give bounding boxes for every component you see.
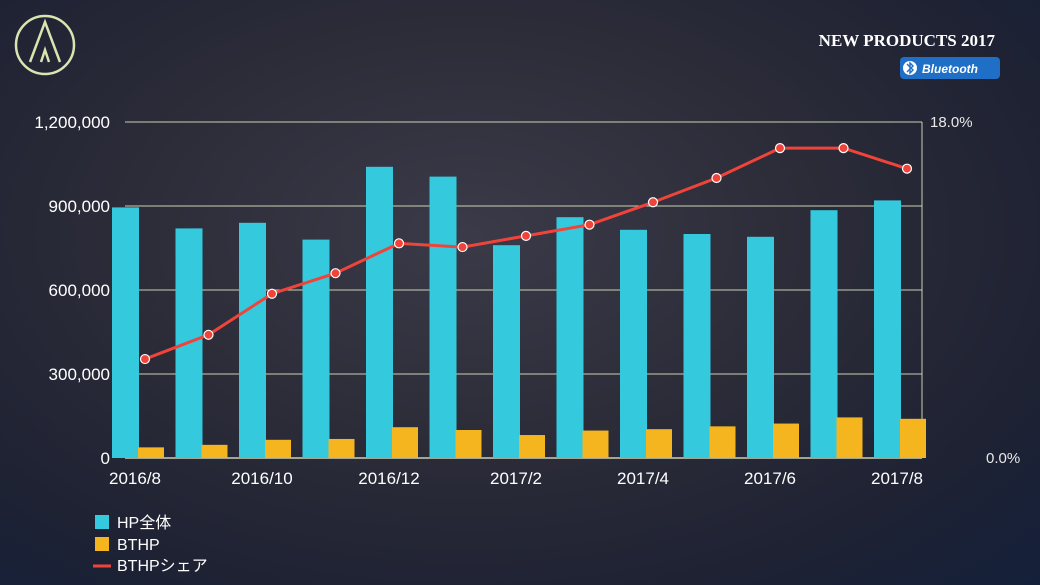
y-tick-label: 900,000 [49,197,110,216]
y-tick-label: 0 [101,449,110,468]
bar-hp [429,176,457,458]
bar-bthp [773,423,799,458]
bluetooth-icon [903,61,917,75]
bar-hp [366,166,393,459]
bar-bthp [836,417,863,458]
x-tick-label: 2017/2 [490,469,542,488]
bar-bthp [328,438,355,458]
share-line-series [139,143,913,365]
x-tick-label: 2016/12 [358,469,419,488]
bar-hp [302,239,330,458]
y-tick-label: 300,000 [49,365,110,384]
legend: HP全体 BTHP BTHPシェア [93,514,208,575]
legend-label-bthp: BTHP [117,537,160,554]
y-axis-right: 18.0% 0.0% [930,114,1020,467]
legend-label-share: BTHPシェア [117,558,208,575]
bar-hp [112,207,139,458]
share-point [774,143,786,154]
bar-hp [556,217,584,458]
share-point [901,163,913,174]
bar-bthp [646,429,672,458]
y-tick-label: 600,000 [49,281,110,300]
bar-bthp [519,435,545,458]
legend-marker-hp [95,515,109,529]
bar-hp [493,245,520,458]
bar-hp [683,234,711,458]
bluetooth-badge: Bluetooth [900,57,1000,79]
bar-bthp [900,418,926,458]
bars [112,166,926,459]
share-point [266,288,278,299]
share-point [838,143,849,154]
x-tick-label: 2017/8 [871,469,923,488]
right-tick-label-min: 0.0% [986,450,1020,467]
share-point [584,219,595,230]
share-point [203,329,214,340]
legend-label-hp: HP全体 [117,514,171,532]
share-point [393,238,405,249]
x-axis: 2016/8 2016/10 2016/12 2017/2 2017/4 2017/6 20… [109,469,923,488]
share-point [330,268,341,279]
bar-hp [239,222,266,458]
page-title: NEW PRODUCTS 2017 [819,31,996,50]
x-tick-label: 2016/10 [231,469,292,488]
y-tick-label: 1,200,000 [34,113,110,132]
bar-bthp [455,430,482,458]
share-point [520,230,532,241]
x-tick-label: 2016/8 [109,469,161,488]
bar-bthp [201,444,228,458]
legend-marker-bthp [95,537,109,551]
bar-hp [810,210,838,458]
bar-bthp [265,439,291,458]
share-point [647,197,659,208]
bar-hp [747,236,774,458]
share-point [139,353,151,365]
bar-bthp [709,426,736,458]
y-axis-left: 0 300,000 600,000 900,000 1,200,000 [34,113,110,468]
share-point [457,241,468,253]
x-tick-label: 2017/4 [617,469,669,488]
audio-technica-logo-icon [14,14,76,76]
x-tick-label: 2017/6 [744,469,796,488]
bar-bthp [582,430,609,458]
right-tick-label-max: 18.0% [930,114,973,131]
bar-hp [620,229,647,458]
bar-bthp [392,427,418,458]
share-point [711,172,722,184]
bar-hp [874,200,901,458]
bar-bthp [138,447,164,458]
bluetooth-badge-label: Bluetooth [922,62,978,76]
